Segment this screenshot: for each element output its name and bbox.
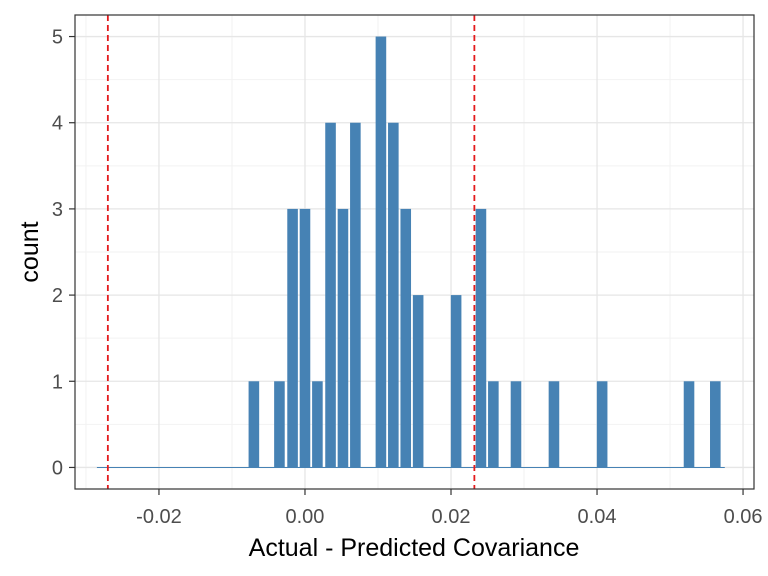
y-axis-title: count xyxy=(16,221,44,282)
histogram-bar xyxy=(596,381,608,468)
histogram-bar xyxy=(450,295,462,468)
histogram-bar xyxy=(488,381,499,468)
histogram-bar xyxy=(683,381,695,468)
x-tick-label: 0.02 xyxy=(432,506,471,528)
plot-panel-border xyxy=(74,14,755,490)
gridlines xyxy=(75,15,754,489)
y-tick-label: 4 xyxy=(52,113,63,135)
histogram-bar xyxy=(510,381,522,468)
histogram-bar xyxy=(710,381,721,468)
x-tick-label: 0.04 xyxy=(578,506,617,528)
histogram-bar xyxy=(312,381,323,468)
x-axis-ticks: -0.02 0.00 0.02 0.04 0.06 xyxy=(136,489,763,528)
y-tick-label: 3 xyxy=(52,199,63,221)
x-tick-label: -0.02 xyxy=(136,506,182,528)
bars xyxy=(96,36,725,468)
histogram-bar xyxy=(475,208,487,468)
y-tick-label: 1 xyxy=(52,371,63,393)
y-tick-label: 0 xyxy=(52,457,63,479)
histogram-bar xyxy=(400,208,412,468)
histogram-bar xyxy=(299,208,311,468)
histogram-bar xyxy=(350,122,361,468)
y-axis-ticks: 0 1 2 3 4 5 xyxy=(52,27,75,479)
reference-lines xyxy=(106,15,476,489)
histogram-bar xyxy=(412,295,424,468)
histogram-bar xyxy=(388,122,399,468)
histogram-bar xyxy=(248,381,260,468)
histogram-bar xyxy=(287,208,298,468)
histogram-bar xyxy=(274,381,285,468)
y-tick-label: 2 xyxy=(52,285,63,307)
histogram-bar xyxy=(548,381,560,468)
histogram-bar xyxy=(375,36,387,468)
histogram-bar xyxy=(325,122,336,468)
x-tick-label: 0.00 xyxy=(286,506,325,528)
x-tick-label: 0.06 xyxy=(724,506,763,528)
x-axis-title: Actual - Predicted Covariance xyxy=(249,534,580,562)
histogram-bar xyxy=(337,208,349,468)
y-tick-label: 5 xyxy=(52,27,63,49)
